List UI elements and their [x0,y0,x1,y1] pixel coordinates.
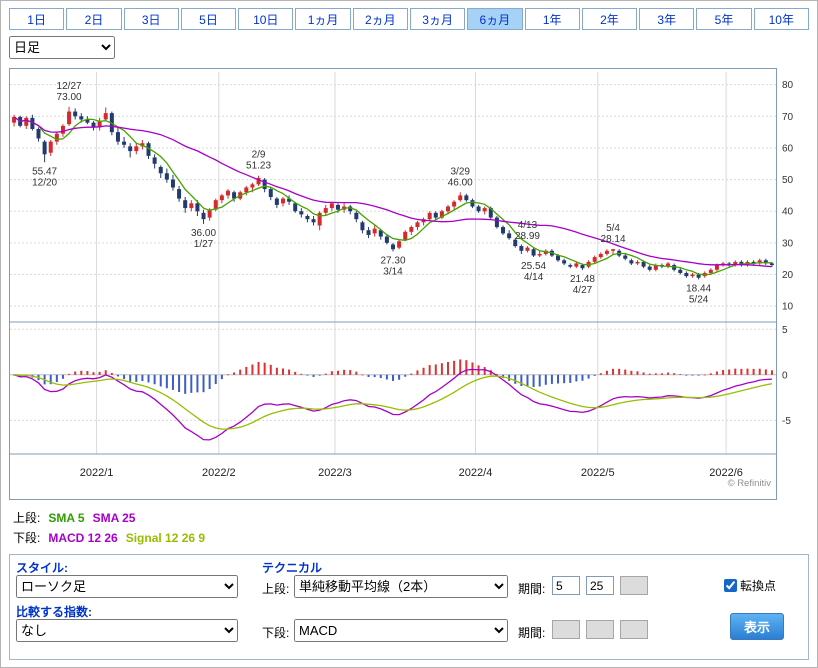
timeframe-tab-2日[interactable]: 2日 [66,8,121,30]
svg-text:20: 20 [782,270,794,281]
svg-text:36.00: 36.00 [191,228,216,239]
upper-indicator-select[interactable]: 単純移動平均線（2本） [294,575,508,598]
lower-period-input-3 [620,620,648,639]
svg-text:50: 50 [782,175,794,186]
timeframe-tab-10年[interactable]: 10年 [754,8,809,30]
svg-text:5/24: 5/24 [689,294,709,305]
svg-text:5/4: 5/4 [606,223,620,234]
legend-upper-label: 上段: [13,511,40,525]
svg-text:51.23: 51.23 [246,161,271,172]
compare-index-select[interactable]: なし [16,619,238,642]
lower-period-label: 期間: [518,624,545,641]
svg-text:1/27: 1/27 [194,239,214,250]
legend-item: SMA 25 [93,511,136,525]
timeframe-tab-1年[interactable]: 1年 [525,8,580,30]
svg-text:4/14: 4/14 [524,272,544,283]
timeframe-tab-3日[interactable]: 3日 [124,8,179,30]
svg-text:18.44: 18.44 [686,283,711,294]
lower-period-input-1 [552,620,580,639]
upper-period-input-2[interactable] [586,576,614,595]
lower-indicator-select[interactable]: MACD [294,619,508,642]
chart-area: 807060504030201050-52022/12022/22022/320… [9,68,809,505]
lower-period-input-2 [586,620,614,639]
legend-item: Signal 12 26 9 [126,531,205,545]
svg-text:12/27: 12/27 [57,81,82,92]
style-select[interactable]: ローソク足 [16,575,238,598]
chart-widget: 1日2日3日5日10日1ヵ月2ヵ月3ヵ月6ヵ月1年2年3年5年10年 日足 80… [0,0,818,668]
upper-row-label: 上段: [262,580,289,597]
svg-text:2022/1: 2022/1 [80,467,114,479]
timeframe-tab-2ヵ月[interactable]: 2ヵ月 [353,8,408,30]
svg-text:2/9: 2/9 [252,150,266,161]
svg-text:55.47: 55.47 [32,166,57,177]
upper-period-input-3 [620,576,648,595]
svg-text:80: 80 [782,80,794,91]
display-button[interactable]: 表示 [730,613,784,640]
svg-text:28.99: 28.99 [515,231,540,242]
svg-text:0: 0 [782,370,788,381]
timeframe-tab-5日[interactable]: 5日 [181,8,236,30]
timeframe-tab-3ヵ月[interactable]: 3ヵ月 [410,8,465,30]
bar-interval-select[interactable]: 日足 [9,36,115,59]
timeframe-tab-6ヵ月[interactable]: 6ヵ月 [467,8,522,30]
turning-point-checkbox[interactable] [724,579,737,592]
timeframe-tab-1日[interactable]: 1日 [9,8,64,30]
timeframe-tabs: 1日2日3日5日10日1ヵ月2ヵ月3ヵ月6ヵ月1年2年3年5年10年 [9,8,809,30]
technical-label: テクニカル [262,559,322,576]
svg-text:70: 70 [782,112,794,123]
timeframe-tab-5年[interactable]: 5年 [696,8,751,30]
turning-point-toggle[interactable]: 転換点 [724,577,776,594]
timeframe-tab-3年[interactable]: 3年 [639,8,694,30]
svg-text:73.00: 73.00 [57,92,82,103]
svg-text:2022/4: 2022/4 [459,467,493,479]
legend-lower-label: 下段: [13,531,40,545]
svg-text:60: 60 [782,143,794,154]
chart-legend: 上段: SMA 5 SMA 25 下段: MACD 12 26 Signal 12 26… [13,509,809,546]
svg-text:3/14: 3/14 [383,266,403,277]
legend-item: MACD 12 26 [48,531,117,545]
svg-text:28.14: 28.14 [601,234,626,245]
svg-text:4/27: 4/27 [573,285,593,296]
turning-point-label: 転換点 [740,577,776,594]
svg-text:5: 5 [782,325,788,336]
style-label: スタイル: [16,559,68,576]
svg-text:10: 10 [782,302,794,313]
svg-text:3/29: 3/29 [450,166,470,177]
svg-text:12/20: 12/20 [32,177,57,188]
svg-text:2022/3: 2022/3 [318,467,352,479]
svg-text:40: 40 [782,207,794,218]
lower-row-label: 下段: [262,624,289,641]
timeframe-tab-2年[interactable]: 2年 [582,8,637,30]
upper-period-label: 期間: [518,580,545,597]
svg-text:2022/5: 2022/5 [581,467,615,479]
svg-text:21.48: 21.48 [570,274,595,285]
upper-period-input-1[interactable] [552,576,580,595]
svg-text:© Refinitiv: © Refinitiv [728,478,772,489]
svg-text:27.30: 27.30 [380,255,405,266]
svg-text:2022/2: 2022/2 [202,467,236,479]
svg-text:46.00: 46.00 [448,177,473,188]
svg-text:25.54: 25.54 [521,261,546,272]
candlestick-macd-chart: 807060504030201050-52022/12022/22022/320… [9,68,809,500]
svg-text:-5: -5 [782,416,791,427]
svg-text:30: 30 [782,238,794,249]
timeframe-tab-1ヵ月[interactable]: 1ヵ月 [295,8,350,30]
svg-text:4/13: 4/13 [518,220,538,231]
legend-item: SMA 5 [48,511,84,525]
settings-panel: スタイル: ローソク足 比較する指数: なし テクニカル 上段: 単純移動平均線… [9,554,809,660]
timeframe-tab-10日[interactable]: 10日 [238,8,293,30]
compare-index-label: 比較する指数: [16,603,92,620]
